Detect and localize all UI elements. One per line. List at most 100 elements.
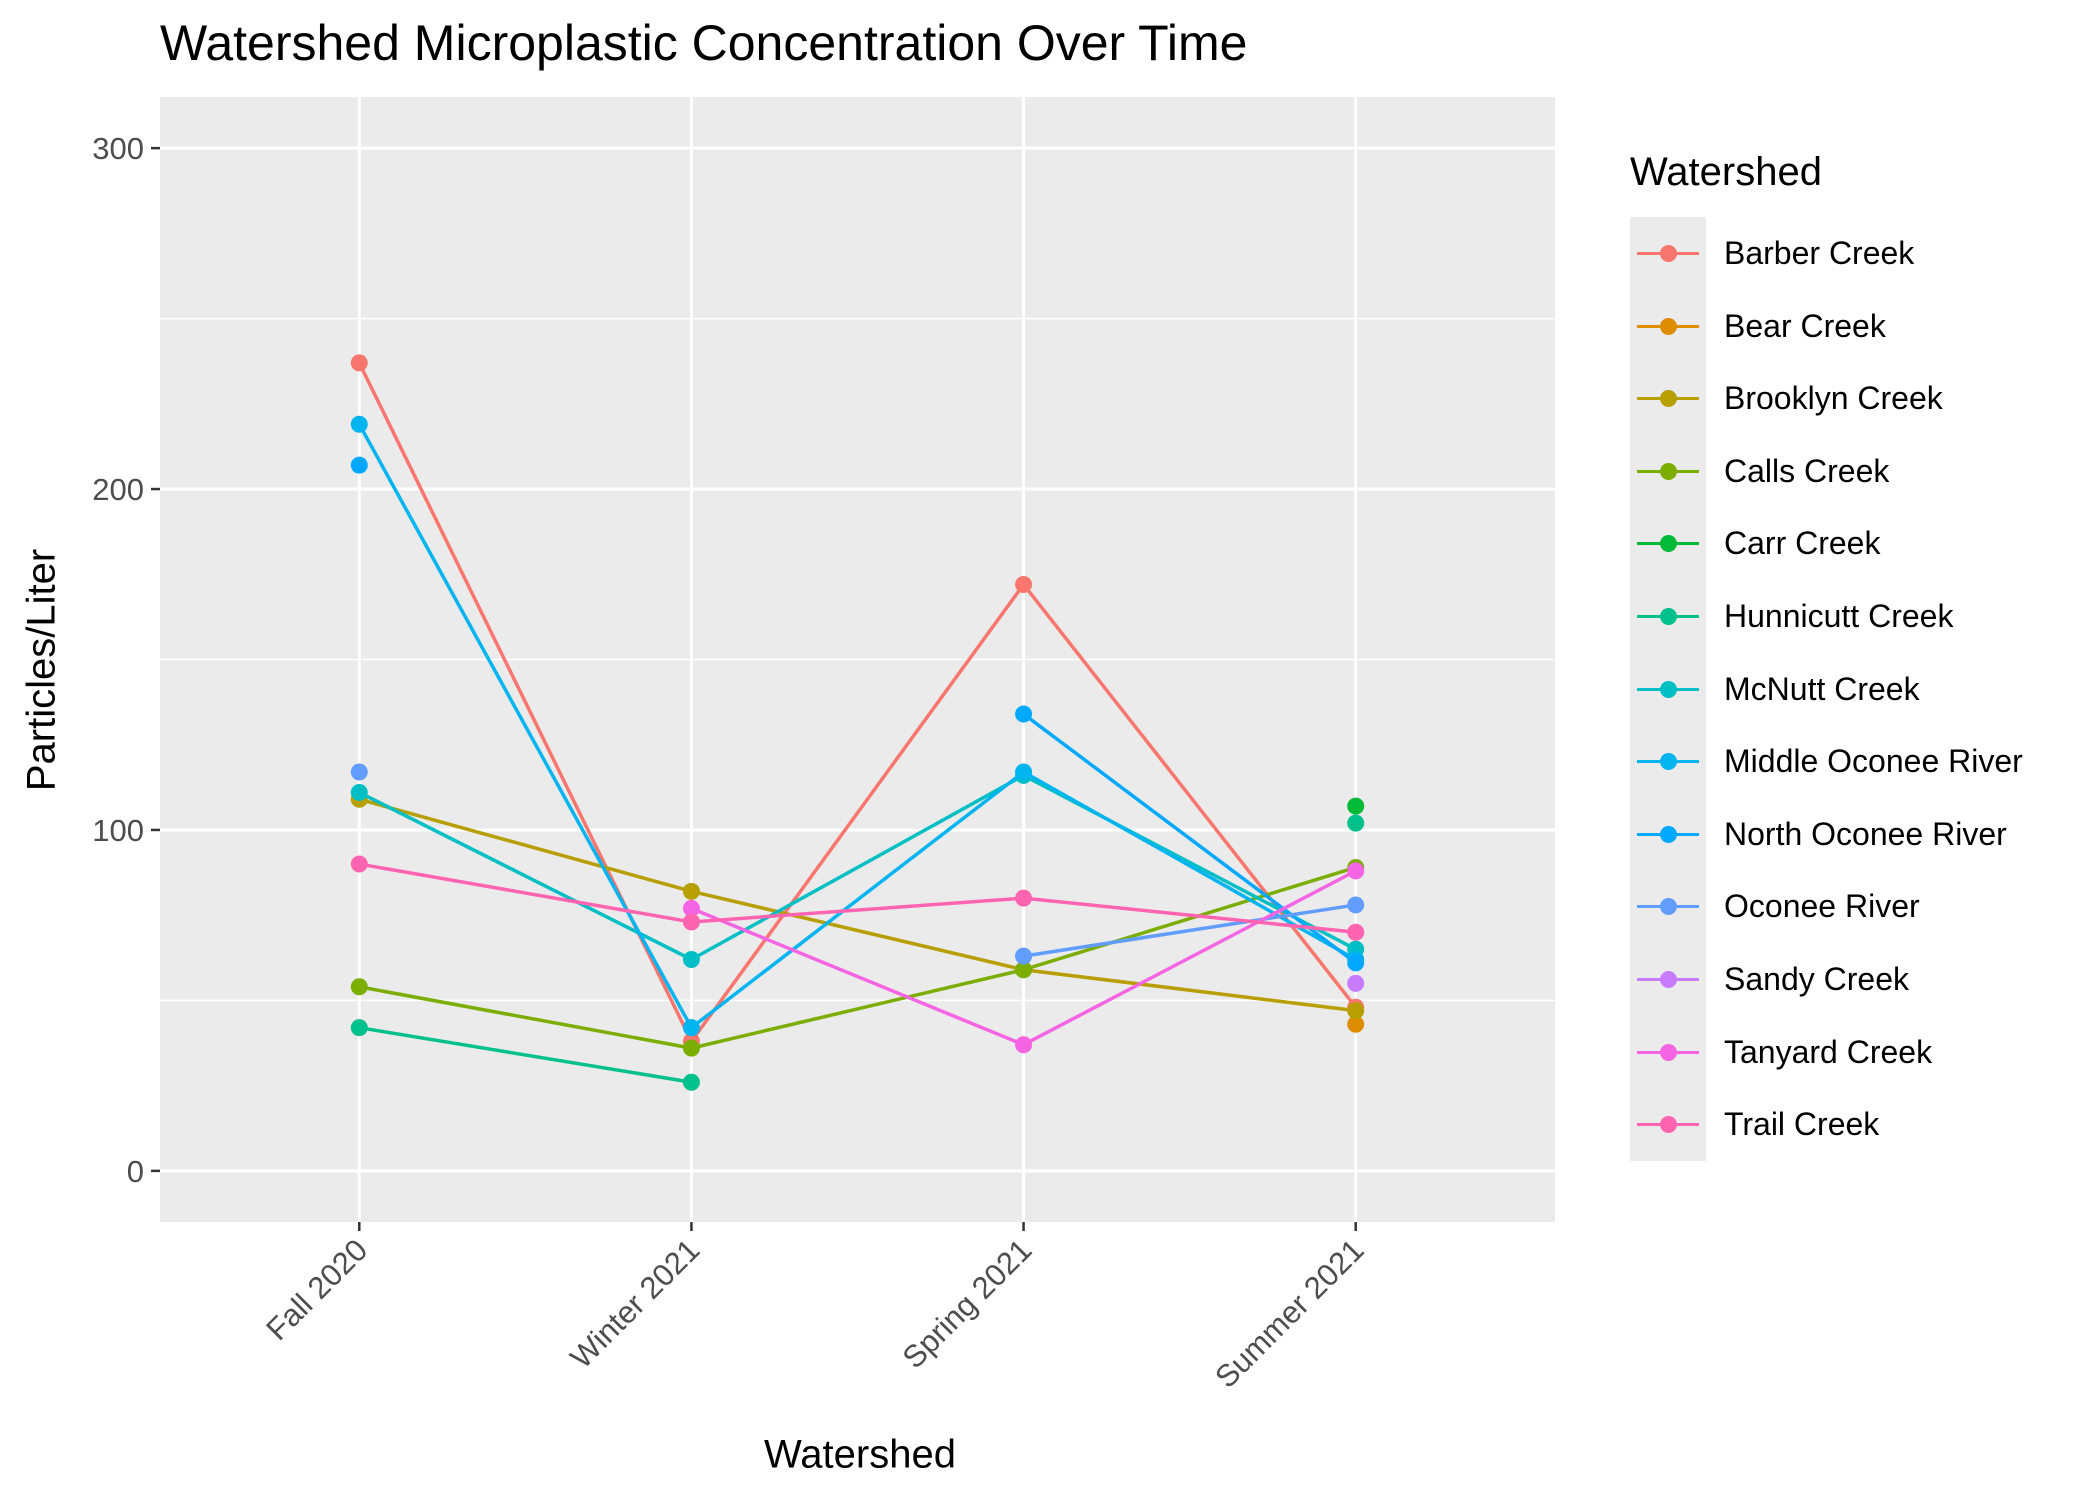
data-point <box>1015 763 1033 781</box>
series-line-segment <box>1023 967 1356 1013</box>
legend-key-dot <box>1660 462 1677 480</box>
legend-item: Middle Oconee River <box>1630 725 2023 798</box>
data-point <box>1347 974 1365 992</box>
series-line-segment <box>690 906 1025 1047</box>
data-point <box>1347 954 1365 972</box>
legend-key-dot <box>1660 753 1677 771</box>
x-tick-label: Fall 2020 <box>259 1232 374 1347</box>
series-line-segment <box>1023 865 1357 972</box>
legend-key <box>1630 870 1706 943</box>
series-line-segment <box>358 790 693 962</box>
legend-key-dot <box>1660 898 1677 916</box>
legend-items: Barber Creek Bear Creek Brooklyn Creek Call… <box>1630 217 2023 1161</box>
data-point <box>1347 896 1365 914</box>
legend-item: Sandy Creek <box>1630 943 1909 1016</box>
series-brooklyn-creek <box>350 790 1365 1020</box>
series-line-segment <box>1022 712 1357 965</box>
legend-key <box>1630 1088 1706 1161</box>
legend-label: Tanyard Creek <box>1724 1033 1933 1070</box>
legend-item: Calls Creek <box>1630 435 1889 508</box>
legend-item: Tanyard Creek <box>1630 1016 1932 1089</box>
legend-key-dot <box>1660 1043 1677 1061</box>
legend-key <box>1630 798 1706 871</box>
series-line-segment <box>1022 583 1358 1009</box>
y-axis-label: Particles/Liter <box>19 548 64 792</box>
legend-key <box>1630 725 1706 798</box>
data-point <box>682 1073 700 1091</box>
data-point <box>1015 889 1033 907</box>
legend-item: Carr Creek <box>1630 507 1880 580</box>
legend-label: Brooklyn Creek <box>1724 380 1943 417</box>
legend-key-dot <box>1660 390 1677 408</box>
legend-label: North Oconee River <box>1724 815 2007 852</box>
legend-key-dot <box>1660 970 1677 988</box>
series-tanyard-creek <box>682 862 1365 1054</box>
legend-label: Middle Oconee River <box>1724 743 2023 780</box>
series-line-segment <box>1023 896 1356 934</box>
data-point <box>350 456 368 474</box>
data-point <box>350 1019 368 1037</box>
data-point <box>1347 862 1365 880</box>
legend-item: Barber Creek <box>1630 217 1914 290</box>
y-axis: 0 100 200 300 <box>92 131 160 1189</box>
data-point <box>682 913 700 931</box>
series-calls-creek <box>350 858 1365 1057</box>
data-point <box>350 783 368 801</box>
data-point <box>1015 705 1033 723</box>
data-point <box>350 354 368 372</box>
legend-key <box>1630 435 1706 508</box>
data-point <box>1015 961 1033 979</box>
data-point <box>350 415 368 433</box>
legend-item: Brooklyn Creek <box>1630 362 1943 435</box>
legend-key <box>1630 653 1706 726</box>
y-tick-label: 300 <box>92 131 144 166</box>
legend-label: Oconee River <box>1724 888 1920 925</box>
series-line-segment <box>358 797 692 894</box>
data-point <box>350 763 368 781</box>
data-point <box>350 978 368 996</box>
legend-item: Oconee River <box>1630 870 1920 943</box>
data-point <box>1347 1002 1365 1020</box>
series-line-segment <box>690 770 1025 1030</box>
series-line-segment <box>691 968 1024 1050</box>
legend-label: Bear Creek <box>1724 307 1886 344</box>
legend-title: Watershed <box>1630 150 1822 194</box>
data-point <box>1015 1036 1033 1054</box>
series-lines <box>350 354 1365 1091</box>
legend-key-dot <box>1660 607 1677 625</box>
grid-lines <box>160 97 1555 1222</box>
series-line-segment <box>358 862 692 924</box>
x-axis: Fall 2020 Winter 2021 Spring 2021 Summer 20… <box>259 1222 1371 1395</box>
x-axis-label: Watershed <box>764 1432 956 1477</box>
legend-key <box>1630 362 1706 435</box>
data-point <box>350 855 368 873</box>
series-sandy-creek <box>1347 974 1365 992</box>
series-line-segment <box>691 896 1024 924</box>
series-line-segment <box>358 985 692 1050</box>
x-tick-label: Winter 2021 <box>563 1232 706 1375</box>
legend-label: Sandy Creek <box>1724 960 1909 997</box>
legend-label: Hunnicutt Creek <box>1724 597 1954 634</box>
series-line-segment <box>690 583 1025 1043</box>
series-hunnicutt-creek <box>350 814 1365 1091</box>
legend-label: Trail Creek <box>1724 1106 1880 1143</box>
legend-key-dot <box>1660 245 1677 262</box>
y-tick-label: 100 <box>92 813 144 848</box>
legend-label: Carr Creek <box>1724 525 1881 562</box>
legend-label: McNutt Creek <box>1724 670 1920 707</box>
legend-item: Hunnicutt Creek <box>1630 580 1953 653</box>
legend-key <box>1630 290 1706 363</box>
legend-key-dot <box>1660 825 1677 843</box>
legend-item: McNutt Creek <box>1630 653 1920 726</box>
legend-key-dot <box>1660 680 1677 698</box>
legend-key <box>1630 507 1706 580</box>
series-line-segment <box>359 1025 692 1084</box>
series-north-oconee-river <box>350 456 1365 972</box>
data-point <box>1347 797 1365 815</box>
data-point <box>682 882 700 900</box>
legend-key-dot <box>1660 317 1677 335</box>
data-point <box>1015 576 1033 593</box>
data-point <box>682 1019 700 1037</box>
x-tick-label: Summer 2021 <box>1208 1232 1370 1394</box>
